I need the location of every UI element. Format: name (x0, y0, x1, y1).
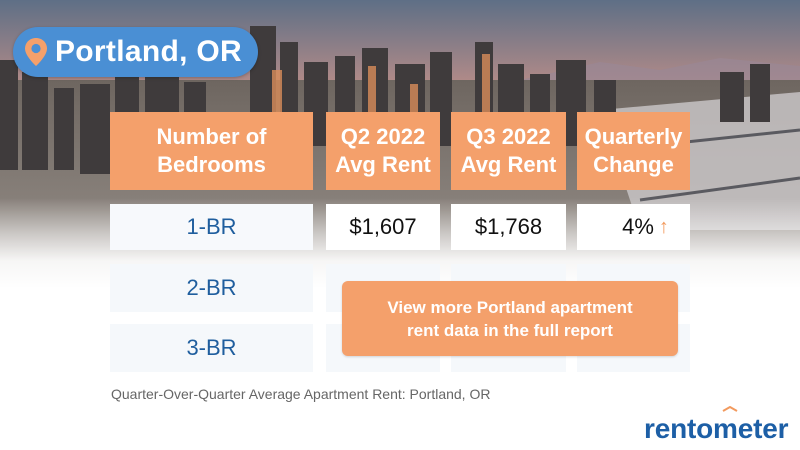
header-bedrooms-line2: Bedrooms (157, 152, 266, 177)
logo-text: rentometer (644, 413, 789, 444)
full-report-button[interactable]: View more Portland apartment rent data i… (342, 281, 678, 356)
header-q3-rent: Q3 2022 Avg Rent (451, 112, 566, 190)
row-1br-bedrooms: 1-BR (110, 204, 313, 250)
header-quarterly-change: Quarterly Change (577, 112, 690, 190)
chart-caption: Quarter-Over-Quarter Average Apartment R… (111, 386, 491, 402)
header-q3-line2: Avg Rent (460, 152, 557, 177)
row-1br-q3-rent: $1,768 (451, 204, 566, 250)
header-bedrooms-line1: Number of (156, 124, 267, 149)
cta-line2: rent data in the full report (407, 320, 613, 340)
arrow-up-icon: ↑ (658, 216, 669, 238)
change-value: 4% (622, 214, 654, 239)
row-1br-q2-rent: $1,607 (326, 204, 440, 250)
location-label: Portland, OR (55, 35, 242, 68)
map-pin-icon (25, 38, 47, 66)
header-bedrooms: Number of Bedrooms (110, 112, 313, 190)
header-change-line1: Quarterly (584, 124, 683, 149)
cta-line1: View more Portland apartment (387, 297, 633, 317)
change-value-group: 4% ↑ (622, 214, 669, 240)
rentometer-logo[interactable]: rentometer (644, 406, 789, 444)
header-q2-line2: Avg Rent (335, 152, 431, 177)
header-change-line2: Change (593, 152, 674, 177)
location-badge: Portland, OR (13, 27, 258, 77)
header-q3-line1: Q3 2022 (466, 124, 551, 149)
row-3br-bedrooms: 3-BR (110, 324, 313, 372)
logo-accent-icon (722, 406, 738, 412)
header-q2-line1: Q2 2022 (340, 124, 426, 149)
row-1br-change: 4% ↑ (577, 204, 690, 250)
header-q2-rent: Q2 2022 Avg Rent (326, 112, 440, 190)
row-2br-bedrooms: 2-BR (110, 264, 313, 312)
